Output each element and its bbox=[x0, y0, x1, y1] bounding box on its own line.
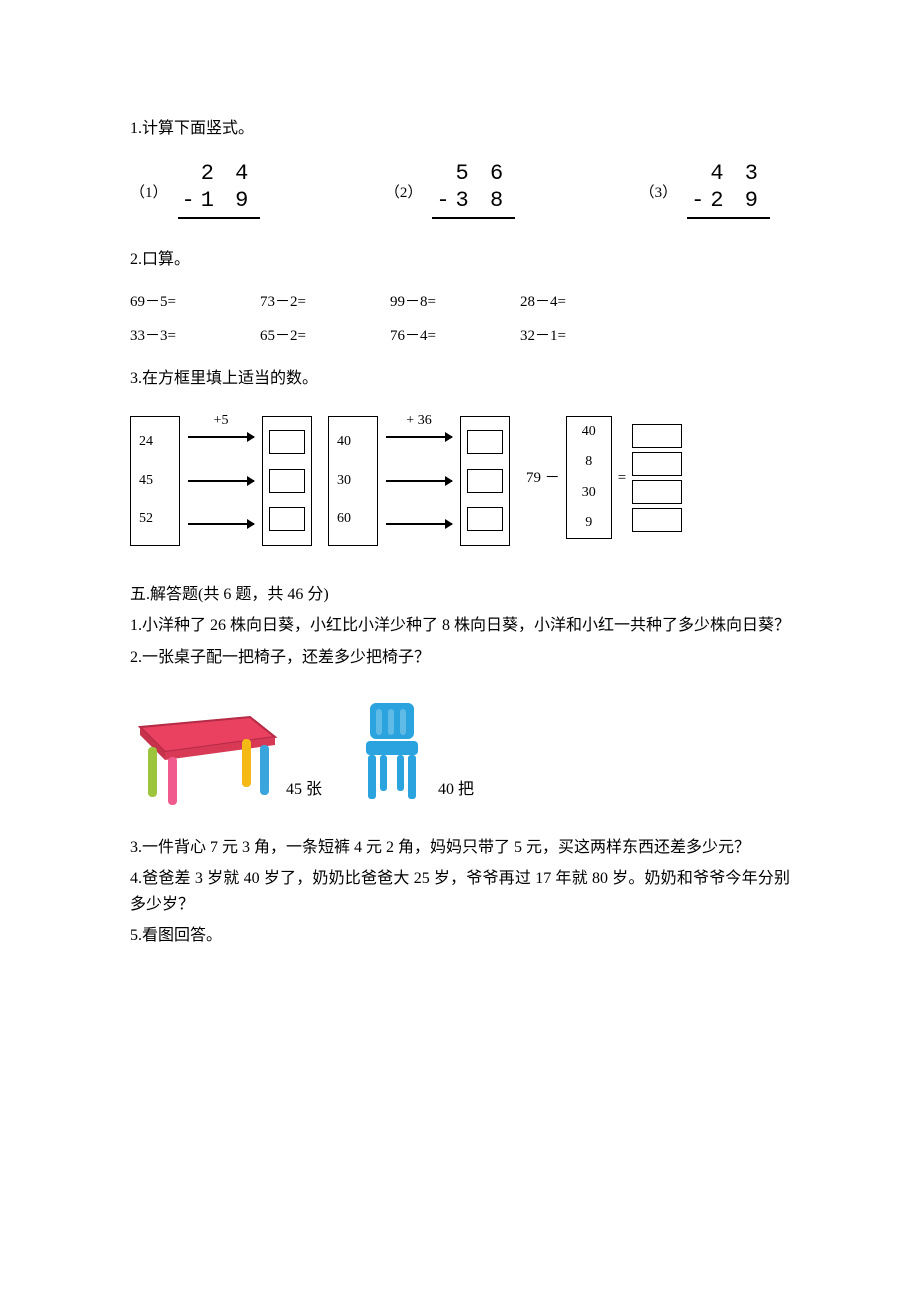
s5-q3: 3.一件背心 7 元 3 角，一条短裤 4 元 2 角，妈妈只带了 5 元，买这… bbox=[130, 835, 790, 861]
q3-input: 30 bbox=[335, 468, 371, 494]
q1-calc: 5 6 - 3 8 bbox=[432, 160, 515, 219]
q2-cell: 69－5= bbox=[130, 290, 260, 314]
q1-item: （3） 4 3 - 2 9 bbox=[640, 160, 770, 219]
arrow-icon bbox=[188, 436, 254, 438]
minus-sign: - bbox=[182, 187, 199, 215]
arrow-icon bbox=[386, 523, 452, 525]
q2-grid: 69－5= 73－2= 99－8= 28－4= 33－3= 65－2= 76－4… bbox=[130, 290, 790, 348]
q3-wrap: 24 45 52 +5 40 30 60 bbox=[130, 416, 790, 546]
minus-sign: - bbox=[436, 187, 453, 215]
chair-item: 40 把 bbox=[352, 697, 474, 807]
q3-arrows: + 36 bbox=[384, 416, 454, 546]
answer-box[interactable] bbox=[269, 469, 305, 493]
q3-input: 52 bbox=[137, 506, 173, 532]
q3-sub-equals: = bbox=[618, 466, 626, 490]
q2-cell: 32－1= bbox=[520, 324, 650, 348]
answer-box[interactable] bbox=[467, 430, 503, 454]
q1-row: （1） 2 4 - 1 9 （2） 5 6 - 3 8 （3） 4 bbox=[130, 160, 790, 219]
s5-q5: 5.看图回答。 bbox=[130, 923, 790, 949]
q3-sub-group: 79 － 40 8 30 9 = bbox=[526, 416, 682, 540]
q1-top: 5 6 bbox=[432, 160, 515, 188]
answer-box[interactable] bbox=[269, 507, 305, 531]
q2-cell: 76－4= bbox=[390, 324, 520, 348]
q1-title: 1.计算下面竖式。 bbox=[130, 116, 790, 142]
table-icon bbox=[130, 697, 280, 807]
table-item: 45 张 bbox=[130, 697, 322, 807]
q2-title: 2.口算。 bbox=[130, 247, 790, 273]
q1-label: （1） bbox=[130, 181, 168, 205]
q2-cell: 65－2= bbox=[260, 324, 390, 348]
q3-outputs bbox=[460, 416, 510, 546]
q3-outputs bbox=[262, 416, 312, 546]
chair-label: 40 把 bbox=[438, 777, 474, 803]
q1-bot: - 1 9 bbox=[178, 187, 261, 219]
q3-arrows: +5 bbox=[186, 416, 256, 546]
answer-box[interactable] bbox=[467, 507, 503, 531]
q3-sub-minuends: 40 8 30 9 bbox=[566, 416, 612, 540]
answer-box[interactable] bbox=[269, 430, 305, 454]
q1-top: 4 3 bbox=[687, 160, 770, 188]
q2-row: 69－5= 73－2= 99－8= 28－4= bbox=[130, 290, 790, 314]
answer-box[interactable] bbox=[632, 508, 682, 532]
arrow-icon bbox=[386, 436, 452, 438]
q3-group: 24 45 52 +5 bbox=[130, 416, 312, 546]
q1-bot: - 2 9 bbox=[687, 187, 770, 219]
q3-input: 45 bbox=[137, 468, 173, 494]
s5-q2: 2.一张桌子配一把椅子，还差多少把椅子？ bbox=[130, 645, 790, 671]
q3-input: 40 bbox=[335, 429, 371, 455]
q1-label: （2） bbox=[385, 181, 423, 205]
q3-inputs: 24 45 52 bbox=[130, 416, 180, 546]
q1-item: （2） 5 6 - 3 8 bbox=[385, 160, 515, 219]
q2-cell: 99－8= bbox=[390, 290, 520, 314]
q2-cell: 28－4= bbox=[520, 290, 650, 314]
answer-box[interactable] bbox=[467, 469, 503, 493]
q1-top: 2 4 bbox=[178, 160, 261, 188]
answer-box[interactable] bbox=[632, 424, 682, 448]
q3-sub-cell: 8 bbox=[567, 447, 611, 477]
q3-op: +5 bbox=[186, 410, 256, 432]
q2-cell: 33－3= bbox=[130, 324, 260, 348]
s5-q1: 1.小洋种了 26 株向日葵，小红比小洋少种了 8 株向日葵，小洋和小红一共种了… bbox=[130, 613, 790, 639]
q1-calc: 2 4 - 1 9 bbox=[178, 160, 261, 219]
page: 1.计算下面竖式。 （1） 2 4 - 1 9 （2） 5 6 - 3 8 bbox=[0, 0, 920, 1015]
q1-item: （1） 2 4 - 1 9 bbox=[130, 160, 260, 219]
q1-bot: - 3 8 bbox=[432, 187, 515, 219]
q3-sub-answers bbox=[632, 422, 682, 534]
q3-group: 40 30 60 + 36 bbox=[328, 416, 510, 546]
table-label: 45 张 bbox=[286, 777, 322, 803]
q3-inputs: 40 30 60 bbox=[328, 416, 378, 546]
q1-bottom-num: 1 9 bbox=[201, 187, 253, 215]
q3-input: 24 bbox=[137, 429, 173, 455]
q3-sub-cell: 40 bbox=[567, 417, 611, 447]
q1-bottom-num: 2 9 bbox=[710, 187, 762, 215]
q1-calc: 4 3 - 2 9 bbox=[687, 160, 770, 219]
q1-label: （3） bbox=[640, 181, 678, 205]
q3-sub-prefix: 79 － bbox=[526, 466, 560, 490]
q3-sub-cell: 9 bbox=[567, 508, 611, 538]
arrow-icon bbox=[386, 480, 452, 482]
q1-bottom-num: 3 8 bbox=[456, 187, 508, 215]
q2-cell: 73－2= bbox=[260, 290, 390, 314]
arrow-icon bbox=[188, 523, 254, 525]
q3-input: 60 bbox=[335, 506, 371, 532]
q3-title: 3.在方框里填上适当的数。 bbox=[130, 366, 790, 392]
answer-box[interactable] bbox=[632, 480, 682, 504]
s5-images: 45 张 40 把 bbox=[130, 697, 790, 807]
section5-title: 五.解答题(共 6 题，共 46 分) bbox=[130, 582, 790, 608]
answer-box[interactable] bbox=[632, 452, 682, 476]
s5-q4: 4.爸爸差 3 岁就 40 岁了，奶奶比爸爸大 25 岁，爷爷再过 17 年就 … bbox=[130, 866, 790, 917]
arrow-icon bbox=[188, 480, 254, 482]
q3-sub-cell: 30 bbox=[567, 478, 611, 508]
q2-row: 33－3= 65－2= 76－4= 32－1= bbox=[130, 324, 790, 348]
minus-sign: - bbox=[691, 187, 708, 215]
chair-icon bbox=[352, 697, 432, 807]
q3-op: + 36 bbox=[384, 410, 454, 432]
